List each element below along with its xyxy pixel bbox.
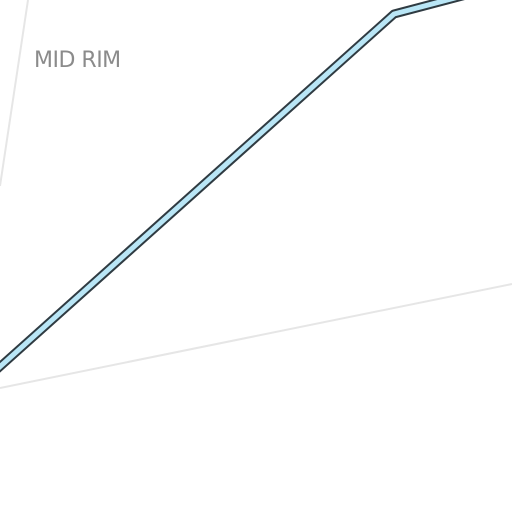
route-line[interactable]: [0, 0, 470, 372]
boundary-line-vertical: [0, 0, 29, 187]
boundary-line-diagonal: [0, 283, 512, 389]
place-label-mid-rim: MID RIM: [34, 48, 121, 73]
